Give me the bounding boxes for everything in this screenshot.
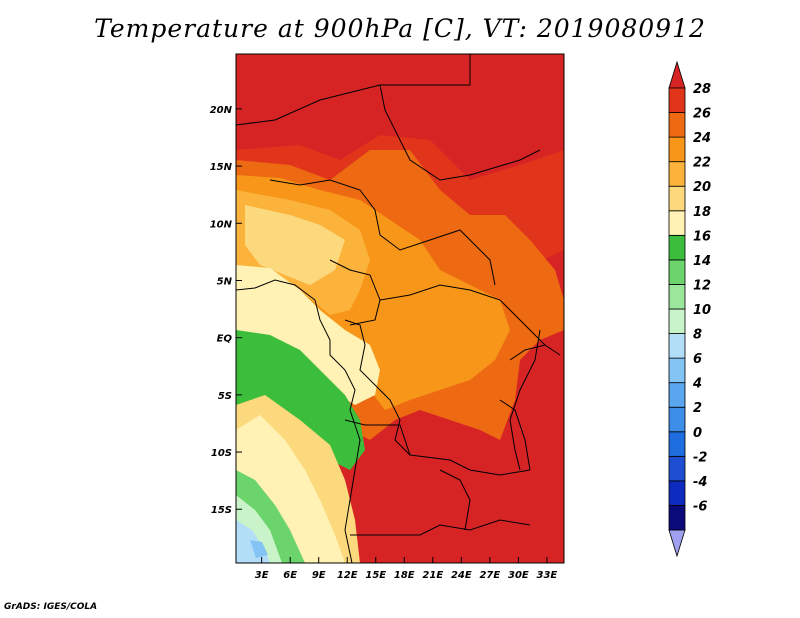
colorbar-label: 6 xyxy=(693,352,702,367)
border-car-drc xyxy=(379,284,546,346)
y-tick-label: 5N xyxy=(217,276,233,287)
colorbar-label: 12 xyxy=(693,278,711,293)
x-tick-label: 30E xyxy=(508,570,529,581)
colorbar-bottom-triangle xyxy=(668,529,686,558)
y-tick-label: 15N xyxy=(210,162,233,173)
colorbar-box xyxy=(668,455,686,482)
colorbar-box xyxy=(668,112,686,138)
colorbar-box xyxy=(668,505,686,531)
lake-victoria xyxy=(509,344,561,361)
y-tick-label: 10S xyxy=(211,448,232,459)
colorbar-box xyxy=(668,382,686,408)
x-tick-label: 3E xyxy=(255,570,269,581)
colorbar-label: -4 xyxy=(693,475,707,490)
x-tick-label: 18E xyxy=(394,570,415,581)
colorbar-box xyxy=(668,210,686,236)
colorbar-label: 20 xyxy=(693,180,711,195)
plot-frame xyxy=(235,53,565,564)
colorbar-box xyxy=(668,480,686,506)
colorbar-label: -6 xyxy=(693,499,707,514)
colorbar-box xyxy=(668,284,686,310)
x-axis: 3E 6E 9E 12E 15E 18E 21E 24E 27E 30E 33E xyxy=(255,557,558,581)
field-14 xyxy=(236,330,365,470)
colorbar-box xyxy=(668,431,686,457)
colorbar-label: 22 xyxy=(693,156,711,171)
colorbar-label: 14 xyxy=(693,254,711,269)
border-algeria xyxy=(236,54,471,126)
colorbar-box xyxy=(668,136,686,163)
x-tick-label: 27E xyxy=(479,570,500,581)
colorbar-label: 16 xyxy=(693,229,711,244)
field-16-north xyxy=(236,265,380,405)
chart-title: Temperature at 900hPa [C], VT: 201908091… xyxy=(94,14,706,43)
colorbar-label: 24 xyxy=(693,131,711,146)
x-tick-label: 9E xyxy=(312,570,326,581)
y-tick-label: 15S xyxy=(211,505,232,516)
colorbar-label: 4 xyxy=(692,377,702,392)
border-angola-namibia xyxy=(350,519,531,536)
x-tick-label: 33E xyxy=(537,570,558,581)
colorbar-label: 18 xyxy=(693,205,711,220)
coastline xyxy=(236,279,361,563)
border-zambia xyxy=(439,469,471,531)
colorbar-box xyxy=(668,308,686,334)
colorbar-label: 26 xyxy=(693,107,711,122)
colorbar-box xyxy=(668,161,686,187)
field-18 xyxy=(245,205,345,285)
field-28-north xyxy=(236,54,564,125)
border-congo-drc xyxy=(344,319,531,476)
y-tick-label: 5S xyxy=(218,391,232,402)
colorbar-label: -2 xyxy=(693,450,707,465)
colorbar-box xyxy=(668,234,686,261)
colorbar-box xyxy=(668,357,686,384)
rift-lakes xyxy=(509,329,541,471)
y-axis: 20N 15N 10N 5N EQ 5S 10S 15S xyxy=(210,105,242,516)
border-nigeria-chad xyxy=(269,179,496,286)
grads-credit: GrADS: IGES/COLA xyxy=(4,602,98,612)
x-tick-label: 21E xyxy=(422,570,443,581)
y-tick-label: 10N xyxy=(210,219,233,230)
map-borders xyxy=(236,54,561,563)
field-6-patch xyxy=(250,540,268,558)
border-cameroon xyxy=(329,259,381,326)
colorbar-box xyxy=(668,406,686,433)
colorbar-label: 28 xyxy=(693,82,711,97)
colorbar-label: 8 xyxy=(693,328,702,343)
colorbar-box xyxy=(668,333,686,359)
colorbar-top-triangle xyxy=(668,60,686,89)
x-tick-label: 24E xyxy=(451,570,472,581)
border-niger-chad xyxy=(379,84,541,181)
colorbar-box xyxy=(668,185,686,212)
colorbar-label: 2 xyxy=(693,401,702,416)
x-tick-label: 6E xyxy=(283,570,297,581)
colorbar-label: 0 xyxy=(693,426,702,441)
x-tick-label: 12E xyxy=(337,570,358,581)
x-tick-label: 15E xyxy=(365,570,386,581)
border-tanzania xyxy=(499,399,531,471)
colorbar-label: 10 xyxy=(693,303,711,318)
colorbar-box xyxy=(668,87,686,113)
y-tick-label: EQ xyxy=(217,334,233,345)
border-angola-north xyxy=(344,419,411,456)
colorbar-box xyxy=(668,259,686,285)
temperature-field xyxy=(236,54,564,563)
y-tick-label: 20N xyxy=(210,105,233,116)
